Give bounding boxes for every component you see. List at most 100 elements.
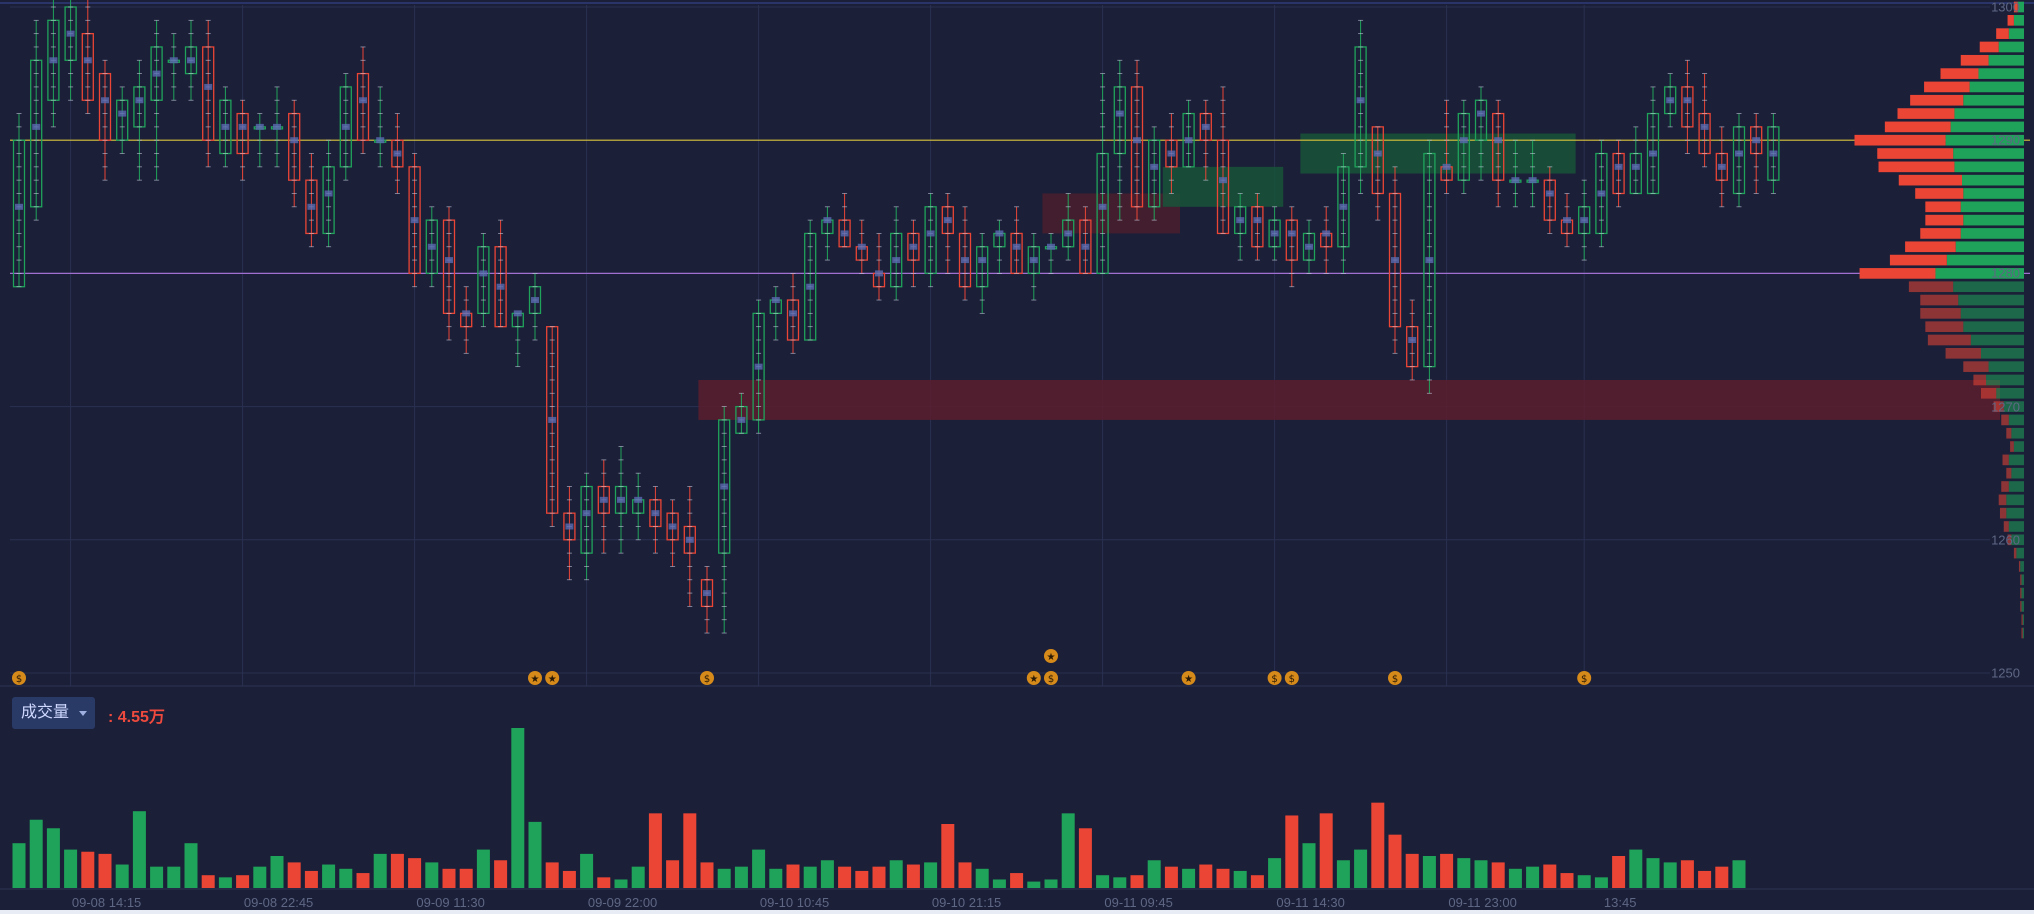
event-marker-glyph: $ <box>1048 674 1054 685</box>
price-tick-label: 1290 <box>1991 132 2020 148</box>
volume-bar <box>287 862 301 888</box>
profile-sell-bar <box>1920 228 1961 239</box>
poc-cell <box>1511 177 1520 184</box>
profile-sell-bar <box>1920 308 1961 319</box>
volume-bar <box>64 849 78 888</box>
profile-sell-bar <box>2007 534 2012 546</box>
profile-buy-bar <box>2013 14 2024 26</box>
volume-bar <box>1594 877 1608 888</box>
profile-sell-bar <box>1945 347 1981 359</box>
profile-buy-bar <box>1958 294 2024 306</box>
time-tick-label: 09-10 10:45 <box>759 895 830 910</box>
volume-indicator-selector[interactable]: 成交量 <box>12 697 95 729</box>
profile-buy-bar <box>1954 108 2024 119</box>
profile-buy-bar <box>2021 601 2024 612</box>
poc-cell <box>875 270 883 277</box>
poc-cell <box>789 310 797 317</box>
profile-sell-bar <box>1924 81 1970 93</box>
chevron-down-icon[interactable] <box>79 711 87 716</box>
volume-bar <box>184 843 198 888</box>
profile-buy-bar <box>1962 174 2024 186</box>
poc-cell <box>1614 163 1623 170</box>
poc-cell <box>496 283 505 290</box>
volume-bar <box>1285 815 1299 888</box>
event-marker-news-icon <box>1044 671 1058 685</box>
poc-cell <box>634 496 643 503</box>
poc-cell <box>1597 190 1606 197</box>
poc-cell <box>32 123 41 130</box>
poc-cell <box>427 243 436 250</box>
volume-bar <box>820 860 834 888</box>
volume-bar <box>769 868 783 888</box>
volume-bar <box>1130 875 1144 888</box>
poc-cell <box>135 97 144 104</box>
volume-bar <box>906 864 920 888</box>
poc-cell <box>1717 163 1726 170</box>
volume-bar <box>132 811 146 888</box>
volume-bar <box>1715 866 1729 888</box>
volume-bar <box>373 853 387 888</box>
volume-bar <box>1164 866 1178 888</box>
volume-bar <box>1663 862 1677 888</box>
profile-buy-bar <box>2008 521 2024 532</box>
poc-cell <box>1098 203 1107 210</box>
profile-sell-bar <box>1905 241 1956 253</box>
volume-bar <box>1096 875 1110 888</box>
profile-sell-bar <box>1878 161 1955 173</box>
profile-buy-bar <box>1960 308 2024 319</box>
profile-sell-bar <box>1884 121 1951 133</box>
event-marker-star-icon <box>545 671 560 685</box>
volume-bar <box>1526 866 1540 888</box>
volume-bar <box>1422 856 1436 888</box>
profile-buy-bar <box>2008 454 2024 466</box>
poc-cell <box>978 257 987 264</box>
poc-cell <box>840 230 849 237</box>
profile-buy-bar <box>2022 627 2024 639</box>
profile-sell-bar <box>1915 188 1964 199</box>
poc-cell <box>565 523 574 530</box>
poc-cell <box>376 137 385 144</box>
poc-cell <box>720 483 729 490</box>
bottom-edge <box>0 910 2034 914</box>
volume-bar <box>1302 843 1316 888</box>
event-marker-glyph: $ <box>1392 674 1398 685</box>
poc-cell <box>1339 203 1348 210</box>
profile-sell-bar <box>1859 268 1936 279</box>
volume-bar <box>1388 834 1402 888</box>
price-tick-label: 1250 <box>1991 665 2020 681</box>
poc-cell <box>1649 150 1657 157</box>
volume-bar <box>1199 864 1213 888</box>
volume-bar <box>1216 868 1230 888</box>
profile-buy-bar <box>2006 507 2024 519</box>
poc-cell <box>410 217 419 224</box>
volume-bar <box>631 866 645 888</box>
volume-bar <box>1250 875 1264 888</box>
volume-bar <box>1268 858 1282 888</box>
profile-sell-bar <box>1877 148 1954 159</box>
profile-sell-bar <box>1998 494 2007 506</box>
price-tick-label: 1300 <box>1991 0 2020 15</box>
volume-bar <box>1336 860 1350 888</box>
poc-cell <box>1735 150 1743 157</box>
profile-sell-bar <box>2020 574 2022 586</box>
event-marker-news-icon <box>12 671 26 685</box>
volume-bar <box>150 866 164 888</box>
profile-buy-bar <box>2008 414 2024 426</box>
volume-bar <box>838 866 852 888</box>
volume-bar <box>1027 881 1041 888</box>
volume-bar <box>46 828 60 888</box>
volume-bar <box>545 862 559 888</box>
volume-bar <box>167 866 181 888</box>
profile-buy-bar <box>1996 387 2024 399</box>
volume-bar <box>1440 853 1454 888</box>
volume-bar <box>115 864 129 888</box>
profile-sell-bar <box>2021 627 2023 639</box>
volume-bar <box>734 866 748 888</box>
profile-sell-bar <box>1925 201 1961 213</box>
profile-buy-bar <box>1963 321 2024 333</box>
time-tick-label: 09-09 22:00 <box>587 895 658 910</box>
poc-cell <box>651 510 660 517</box>
poc-cell <box>152 70 161 77</box>
